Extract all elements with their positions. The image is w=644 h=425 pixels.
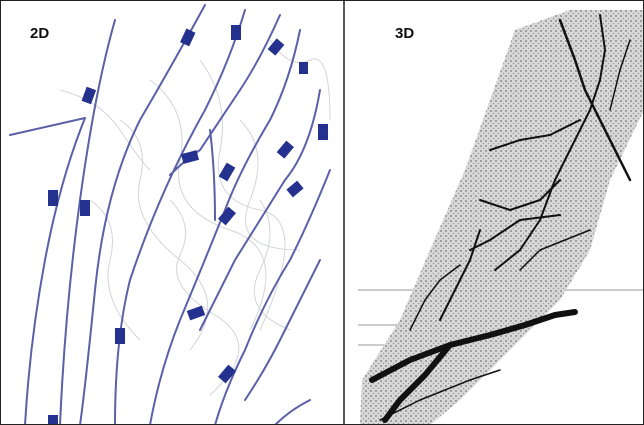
panel-label: 3D [395,25,414,42]
panel-label: 2D [30,25,49,42]
figure: 2D 3D [0,0,644,425]
